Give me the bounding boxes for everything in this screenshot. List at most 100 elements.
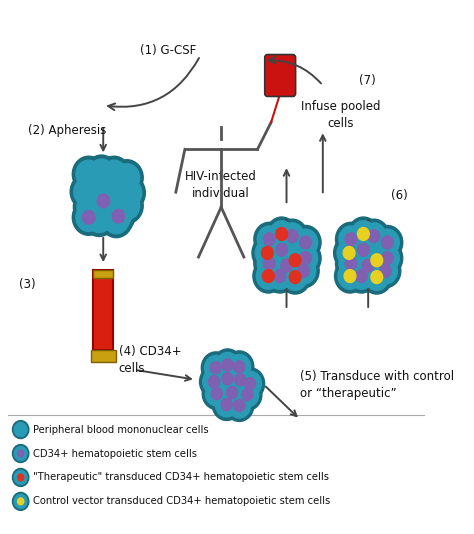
- Circle shape: [87, 205, 112, 232]
- Circle shape: [103, 206, 129, 234]
- Circle shape: [225, 351, 254, 383]
- Text: (6): (6): [391, 189, 408, 202]
- Circle shape: [114, 164, 140, 192]
- Circle shape: [264, 233, 275, 246]
- Circle shape: [290, 241, 321, 275]
- Circle shape: [89, 159, 114, 187]
- Bar: [91, 350, 116, 362]
- Circle shape: [106, 202, 131, 230]
- Circle shape: [110, 188, 143, 224]
- Circle shape: [73, 156, 105, 192]
- Circle shape: [300, 252, 311, 265]
- Circle shape: [339, 250, 363, 277]
- Circle shape: [221, 398, 232, 411]
- Circle shape: [14, 422, 27, 437]
- Circle shape: [371, 271, 383, 284]
- Circle shape: [266, 217, 297, 251]
- Circle shape: [353, 249, 383, 282]
- Circle shape: [18, 498, 24, 505]
- Circle shape: [362, 259, 374, 272]
- Circle shape: [229, 367, 252, 392]
- Circle shape: [371, 254, 383, 266]
- Circle shape: [205, 356, 227, 380]
- Text: "Therapeutic" transduced CD34+ hematopoietic stem cells: "Therapeutic" transduced CD34+ hematopoi…: [33, 473, 329, 482]
- Circle shape: [83, 201, 116, 237]
- Circle shape: [253, 259, 284, 293]
- Circle shape: [201, 352, 230, 384]
- Circle shape: [233, 379, 262, 411]
- Circle shape: [271, 249, 302, 282]
- Circle shape: [83, 200, 96, 214]
- Circle shape: [266, 233, 297, 266]
- Circle shape: [337, 240, 361, 266]
- Circle shape: [375, 229, 399, 256]
- Circle shape: [121, 199, 133, 213]
- Circle shape: [91, 187, 116, 215]
- Circle shape: [109, 183, 121, 196]
- Circle shape: [280, 260, 310, 294]
- Circle shape: [254, 247, 285, 280]
- Bar: [93, 270, 113, 350]
- Circle shape: [215, 392, 238, 417]
- Circle shape: [221, 380, 243, 405]
- Circle shape: [335, 259, 365, 293]
- Circle shape: [336, 247, 366, 280]
- Circle shape: [339, 226, 363, 253]
- Circle shape: [348, 217, 379, 251]
- Circle shape: [216, 352, 239, 378]
- Circle shape: [361, 260, 392, 294]
- Circle shape: [274, 253, 299, 279]
- Circle shape: [356, 253, 380, 279]
- Text: (3): (3): [19, 278, 36, 292]
- Circle shape: [276, 227, 288, 240]
- Circle shape: [245, 378, 255, 390]
- Circle shape: [345, 233, 357, 246]
- Circle shape: [361, 244, 392, 277]
- Circle shape: [334, 236, 365, 270]
- Circle shape: [97, 194, 109, 208]
- Circle shape: [91, 190, 124, 226]
- Circle shape: [101, 160, 127, 188]
- Circle shape: [357, 244, 369, 256]
- FancyArrowPatch shape: [269, 57, 321, 83]
- Circle shape: [351, 221, 375, 247]
- Circle shape: [382, 236, 393, 249]
- Text: CD34+ hematopoietic stem cells: CD34+ hematopoietic stem cells: [33, 449, 197, 459]
- Circle shape: [102, 198, 135, 234]
- Circle shape: [101, 201, 114, 215]
- Circle shape: [228, 393, 251, 418]
- Circle shape: [372, 225, 403, 260]
- Circle shape: [382, 252, 393, 265]
- Circle shape: [365, 247, 389, 273]
- Circle shape: [209, 375, 219, 388]
- Text: (1) G-CSF: (1) G-CSF: [140, 44, 197, 57]
- Circle shape: [226, 364, 255, 396]
- Circle shape: [242, 389, 253, 400]
- Circle shape: [14, 494, 27, 508]
- Circle shape: [372, 241, 403, 275]
- Circle shape: [300, 236, 311, 249]
- Circle shape: [270, 237, 294, 263]
- Circle shape: [252, 236, 283, 270]
- Circle shape: [74, 178, 99, 206]
- Circle shape: [213, 363, 242, 395]
- Circle shape: [356, 270, 367, 282]
- Circle shape: [225, 389, 254, 421]
- Circle shape: [264, 259, 295, 293]
- Circle shape: [227, 387, 237, 399]
- Circle shape: [116, 179, 142, 207]
- Circle shape: [12, 468, 29, 486]
- Circle shape: [234, 361, 245, 373]
- Circle shape: [236, 382, 259, 407]
- Circle shape: [362, 223, 386, 249]
- Circle shape: [283, 264, 307, 290]
- Circle shape: [370, 254, 401, 288]
- Text: Control vector transduced CD34+ hematopoietic stem cells: Control vector transduced CD34+ hematopo…: [33, 497, 330, 506]
- Circle shape: [235, 374, 246, 386]
- FancyArrowPatch shape: [108, 58, 199, 110]
- Circle shape: [280, 244, 310, 277]
- Circle shape: [73, 189, 106, 225]
- Text: (4) CD34+
cells: (4) CD34+ cells: [118, 345, 181, 375]
- Bar: [93, 270, 113, 278]
- Circle shape: [344, 270, 356, 282]
